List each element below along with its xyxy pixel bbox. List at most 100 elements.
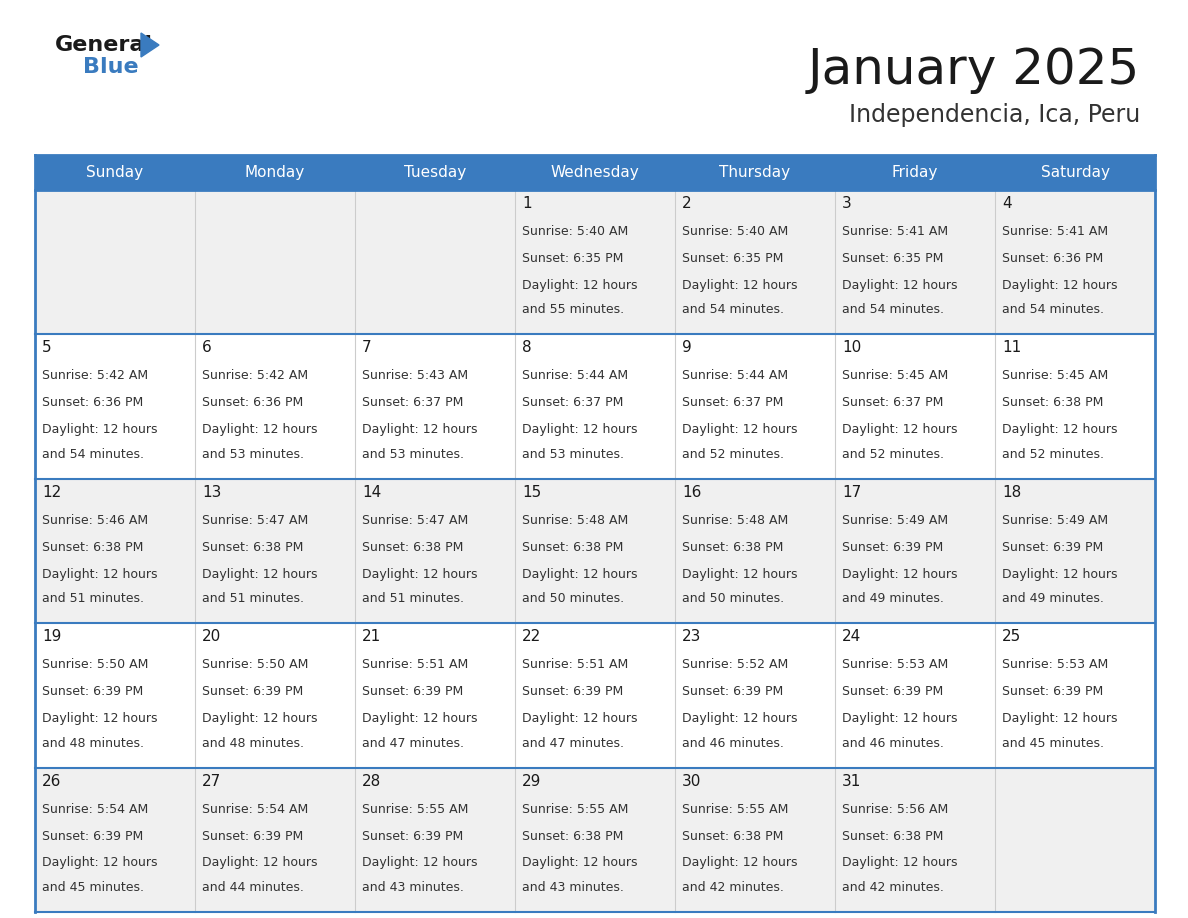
Text: Sunrise: 5:51 AM: Sunrise: 5:51 AM: [522, 658, 628, 671]
Bar: [34, 623, 1155, 767]
Text: Sunrise: 5:54 AM: Sunrise: 5:54 AM: [42, 802, 148, 816]
Text: and 52 minutes.: and 52 minutes.: [682, 448, 784, 461]
Text: and 53 minutes.: and 53 minutes.: [202, 448, 304, 461]
Text: 8: 8: [522, 341, 531, 355]
Text: Sunset: 6:39 PM: Sunset: 6:39 PM: [1001, 685, 1104, 699]
Text: 10: 10: [842, 341, 861, 355]
Text: Daylight: 12 hours: Daylight: 12 hours: [362, 567, 478, 580]
Text: and 51 minutes.: and 51 minutes.: [202, 592, 304, 605]
Text: Sunrise: 5:41 AM: Sunrise: 5:41 AM: [842, 225, 948, 238]
Text: Daylight: 12 hours: Daylight: 12 hours: [842, 567, 958, 580]
Text: and 45 minutes.: and 45 minutes.: [42, 881, 144, 894]
Text: and 45 minutes.: and 45 minutes.: [1001, 736, 1104, 750]
Text: Thursday: Thursday: [720, 165, 790, 180]
Text: Daylight: 12 hours: Daylight: 12 hours: [1001, 567, 1118, 580]
Text: and 50 minutes.: and 50 minutes.: [682, 592, 784, 605]
Text: Daylight: 12 hours: Daylight: 12 hours: [522, 712, 638, 725]
Text: Sunset: 6:39 PM: Sunset: 6:39 PM: [42, 685, 144, 699]
Text: Daylight: 12 hours: Daylight: 12 hours: [362, 423, 478, 436]
Text: Daylight: 12 hours: Daylight: 12 hours: [42, 567, 158, 580]
Text: Daylight: 12 hours: Daylight: 12 hours: [202, 423, 317, 436]
Text: Tuesday: Tuesday: [404, 165, 466, 180]
Text: Sunrise: 5:56 AM: Sunrise: 5:56 AM: [842, 802, 948, 816]
Text: Daylight: 12 hours: Daylight: 12 hours: [42, 856, 158, 869]
Bar: [34, 155, 1155, 190]
Text: Sunrise: 5:49 AM: Sunrise: 5:49 AM: [842, 514, 948, 527]
Bar: [34, 767, 1155, 912]
Text: and 43 minutes.: and 43 minutes.: [362, 881, 463, 894]
Text: Friday: Friday: [892, 165, 939, 180]
Text: Sunset: 6:39 PM: Sunset: 6:39 PM: [42, 830, 144, 843]
Text: Sunset: 6:38 PM: Sunset: 6:38 PM: [362, 541, 463, 554]
Text: Sunrise: 5:48 AM: Sunrise: 5:48 AM: [682, 514, 789, 527]
Text: 19: 19: [42, 629, 62, 644]
Text: and 52 minutes.: and 52 minutes.: [842, 448, 944, 461]
Text: 5: 5: [42, 341, 51, 355]
Text: 30: 30: [682, 774, 701, 789]
Text: 9: 9: [682, 341, 691, 355]
Text: Sunrise: 5:47 AM: Sunrise: 5:47 AM: [202, 514, 308, 527]
Text: Sunrise: 5:46 AM: Sunrise: 5:46 AM: [42, 514, 148, 527]
Text: Daylight: 12 hours: Daylight: 12 hours: [202, 856, 317, 869]
Text: 2: 2: [682, 196, 691, 211]
Text: and 46 minutes.: and 46 minutes.: [682, 736, 784, 750]
Text: Sunset: 6:39 PM: Sunset: 6:39 PM: [682, 685, 783, 699]
Text: Sunset: 6:38 PM: Sunset: 6:38 PM: [522, 830, 624, 843]
Text: 22: 22: [522, 629, 542, 644]
Text: 6: 6: [202, 341, 211, 355]
Text: 15: 15: [522, 485, 542, 499]
Text: Sunrise: 5:53 AM: Sunrise: 5:53 AM: [1001, 658, 1108, 671]
Text: Sunset: 6:35 PM: Sunset: 6:35 PM: [522, 252, 624, 265]
Text: Sunset: 6:38 PM: Sunset: 6:38 PM: [202, 541, 303, 554]
Text: Blue: Blue: [83, 57, 139, 77]
Polygon shape: [141, 33, 159, 57]
Text: Daylight: 12 hours: Daylight: 12 hours: [42, 712, 158, 725]
Text: and 53 minutes.: and 53 minutes.: [522, 448, 624, 461]
Text: Sunset: 6:39 PM: Sunset: 6:39 PM: [522, 685, 624, 699]
Text: Sunset: 6:37 PM: Sunset: 6:37 PM: [362, 397, 463, 409]
Text: 28: 28: [362, 774, 381, 789]
Text: Daylight: 12 hours: Daylight: 12 hours: [842, 423, 958, 436]
Text: Sunset: 6:38 PM: Sunset: 6:38 PM: [842, 830, 943, 843]
Text: and 47 minutes.: and 47 minutes.: [522, 736, 624, 750]
Text: Sunset: 6:39 PM: Sunset: 6:39 PM: [842, 685, 943, 699]
Text: Daylight: 12 hours: Daylight: 12 hours: [202, 567, 317, 580]
Bar: [34, 190, 1155, 334]
Text: and 42 minutes.: and 42 minutes.: [682, 881, 784, 894]
Text: Sunrise: 5:49 AM: Sunrise: 5:49 AM: [1001, 514, 1108, 527]
Text: Sunset: 6:37 PM: Sunset: 6:37 PM: [522, 397, 624, 409]
Text: Sunrise: 5:43 AM: Sunrise: 5:43 AM: [362, 370, 468, 383]
Text: Sunrise: 5:50 AM: Sunrise: 5:50 AM: [42, 658, 148, 671]
Text: 13: 13: [202, 485, 221, 499]
Text: Sunrise: 5:53 AM: Sunrise: 5:53 AM: [842, 658, 948, 671]
Text: Daylight: 12 hours: Daylight: 12 hours: [682, 567, 797, 580]
Text: Daylight: 12 hours: Daylight: 12 hours: [1001, 712, 1118, 725]
Text: Daylight: 12 hours: Daylight: 12 hours: [842, 856, 958, 869]
Text: Daylight: 12 hours: Daylight: 12 hours: [842, 279, 958, 292]
Text: and 55 minutes.: and 55 minutes.: [522, 304, 624, 317]
Text: and 46 minutes.: and 46 minutes.: [842, 736, 944, 750]
Text: Sunset: 6:36 PM: Sunset: 6:36 PM: [1001, 252, 1104, 265]
Text: 11: 11: [1001, 341, 1022, 355]
Text: Sunrise: 5:41 AM: Sunrise: 5:41 AM: [1001, 225, 1108, 238]
Text: 14: 14: [362, 485, 381, 499]
Text: 24: 24: [842, 629, 861, 644]
Text: Sunrise: 5:45 AM: Sunrise: 5:45 AM: [1001, 370, 1108, 383]
Text: Daylight: 12 hours: Daylight: 12 hours: [522, 279, 638, 292]
Text: and 54 minutes.: and 54 minutes.: [42, 448, 144, 461]
Text: January 2025: January 2025: [808, 46, 1140, 94]
Text: Sunset: 6:39 PM: Sunset: 6:39 PM: [202, 685, 303, 699]
Text: Sunset: 6:38 PM: Sunset: 6:38 PM: [682, 830, 783, 843]
Text: 1: 1: [522, 196, 531, 211]
Text: Sunrise: 5:45 AM: Sunrise: 5:45 AM: [842, 370, 948, 383]
Text: 31: 31: [842, 774, 861, 789]
Text: Sunset: 6:39 PM: Sunset: 6:39 PM: [842, 541, 943, 554]
Text: Daylight: 12 hours: Daylight: 12 hours: [202, 712, 317, 725]
Text: and 52 minutes.: and 52 minutes.: [1001, 448, 1104, 461]
Text: Sunset: 6:38 PM: Sunset: 6:38 PM: [682, 541, 783, 554]
Text: Sunrise: 5:40 AM: Sunrise: 5:40 AM: [682, 225, 789, 238]
Text: Sunset: 6:39 PM: Sunset: 6:39 PM: [1001, 541, 1104, 554]
Text: Daylight: 12 hours: Daylight: 12 hours: [522, 423, 638, 436]
Text: 17: 17: [842, 485, 861, 499]
Text: Sunrise: 5:54 AM: Sunrise: 5:54 AM: [202, 802, 308, 816]
